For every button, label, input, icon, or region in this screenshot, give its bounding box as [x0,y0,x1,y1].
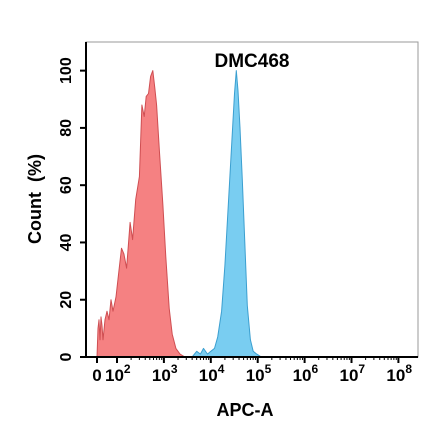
x-tick-label: 105 [246,362,272,385]
x-tick-label: 108 [386,362,412,385]
series-area-1 [96,70,186,358]
y-ticks: 0 20 40 60 80 100 [58,57,86,361]
x-tick-label: 103 [152,362,178,385]
x-ticks: 0 102 103 104 105 106 107 108 [92,357,412,385]
y-tick-label: 40 [58,233,75,251]
chart-title: DMC468 [215,51,290,72]
series-area-2 [191,70,262,358]
x-tick-label: 104 [199,362,225,385]
y-axis-title: Count (%) [25,154,45,244]
y-tick-label: 80 [58,119,75,137]
y-tick-label: 100 [58,57,75,84]
y-tick-label: 60 [58,176,75,194]
x-tick-label: 106 [293,362,319,385]
series-layer [96,70,262,358]
x-axis-title: APC-A [217,400,274,420]
y-tick-label: 0 [58,352,75,361]
axes-layer [85,42,418,358]
x-tick-label: 102 [105,362,131,385]
x-tick-label: 107 [340,362,366,385]
x-tick-label: 0 [92,366,101,385]
y-tick-label: 20 [58,291,75,309]
